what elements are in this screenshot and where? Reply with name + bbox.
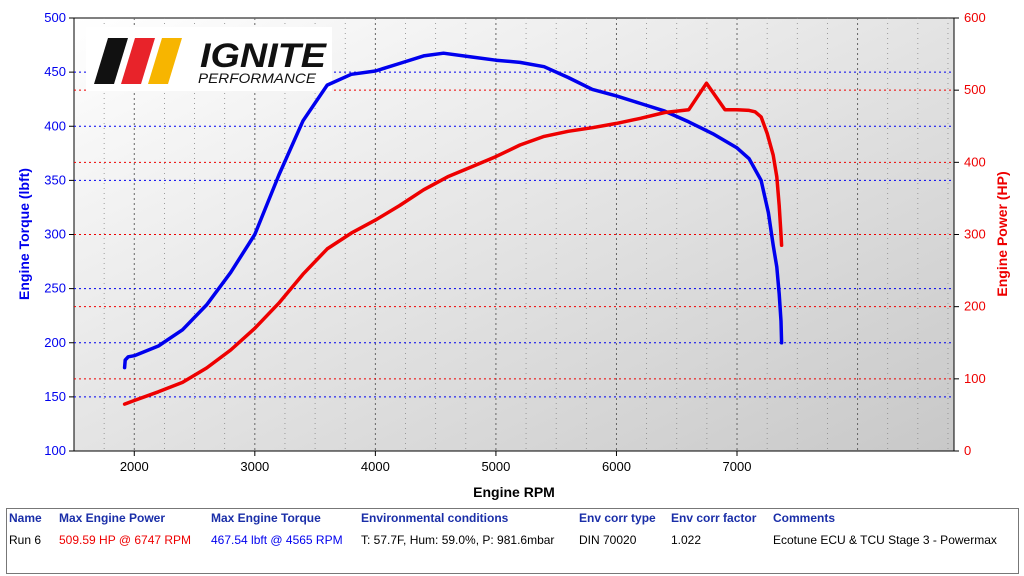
power-tick-label: 200 <box>964 299 986 314</box>
torque-tick-label: 100 <box>44 443 66 458</box>
power-tick-label: 0 <box>964 443 971 458</box>
logo-brand-text: IGNITE <box>200 37 327 75</box>
comments-value: Ecotune ECU & TCU Stage 3 - Powermax <box>773 533 997 547</box>
rpm-tick-label: 4000 <box>361 459 390 474</box>
torque-tick-label: 350 <box>44 172 66 187</box>
header-env-corr-type: Env corr type <box>579 511 656 525</box>
header-comments: Comments <box>773 511 836 525</box>
power-tick-label: 600 <box>964 10 986 25</box>
torque-tick-label: 450 <box>44 64 66 79</box>
power-tick-label: 400 <box>964 154 986 169</box>
power-series-line <box>122 81 784 406</box>
y-axis-left-title: Engine Torque (lbft) <box>16 168 32 300</box>
logo-sub-text: PERFORMANCE <box>198 70 317 86</box>
torque-tick-label: 500 <box>44 10 66 25</box>
run-summary-panel: Name Max Engine Power Max Engine Torque … <box>6 508 1019 574</box>
summary-data-row[interactable]: Run 6 509.59 HP @ 6747 RPM 467.54 lbft @… <box>7 531 1001 547</box>
torque-tick-label: 400 <box>44 118 66 133</box>
header-env-corr-factor: Env corr factor <box>671 511 757 525</box>
header-name: Name <box>9 511 42 525</box>
power-tick-label: 100 <box>964 371 986 386</box>
max-power-value: 509.59 HP @ 6747 RPM <box>59 533 192 547</box>
logo-stripe-black <box>94 38 128 84</box>
y-axis-right-title: Engine Power (HP) <box>994 171 1010 296</box>
torque-tick-label: 200 <box>44 335 66 350</box>
env-conditions-value: T: 57.7F, Hum: 59.0%, P: 981.6mbar <box>361 533 555 547</box>
power-axis-ticks: 0 100 200 300 400 500 600 <box>954 10 986 458</box>
x-axis-title: Engine RPM <box>473 484 555 500</box>
torque-tick-label: 300 <box>44 227 66 242</box>
header-max-torque: Max Engine Torque <box>211 511 321 525</box>
summary-header-row: Name Max Engine Power Max Engine Torque … <box>7 509 1001 531</box>
run-name: Run 6 <box>9 533 42 547</box>
header-max-power: Max Engine Power <box>59 511 166 525</box>
ignite-performance-logo: IGNITE PERFORMANCE <box>86 27 332 91</box>
run-summary-table: Name Max Engine Power Max Engine Torque … <box>7 509 1001 547</box>
torque-tick-label: 250 <box>44 281 66 296</box>
rpm-tick-label: 2000 <box>120 459 149 474</box>
logo-stripe-yellow <box>148 38 182 84</box>
rpm-tick-label: 7000 <box>723 459 752 474</box>
rpm-axis-ticks: 2000 3000 4000 5000 6000 7000 <box>120 451 752 474</box>
env-corr-type-value: DIN 70020 <box>579 533 637 547</box>
power-tick-label: 300 <box>964 227 986 242</box>
torque-tick-label: 150 <box>44 389 66 404</box>
header-env-conditions: Environmental conditions <box>361 511 509 525</box>
power-tick-label: 500 <box>964 82 986 97</box>
dyno-chart: 100 150 200 250 300 350 400 450 500 0 100 200 300 40… <box>16 10 1010 500</box>
rpm-tick-label: 5000 <box>481 459 510 474</box>
max-torque-value: 467.54 lbft @ 4565 RPM <box>211 533 343 547</box>
logo-stripe-red <box>121 38 155 84</box>
torque-axis-ticks: 100 150 200 250 300 350 400 450 500 <box>44 10 74 458</box>
env-corr-factor-value: 1.022 <box>671 533 702 547</box>
rpm-tick-label: 6000 <box>602 459 631 474</box>
torque-series-line <box>122 51 784 370</box>
rpm-tick-label: 3000 <box>240 459 269 474</box>
